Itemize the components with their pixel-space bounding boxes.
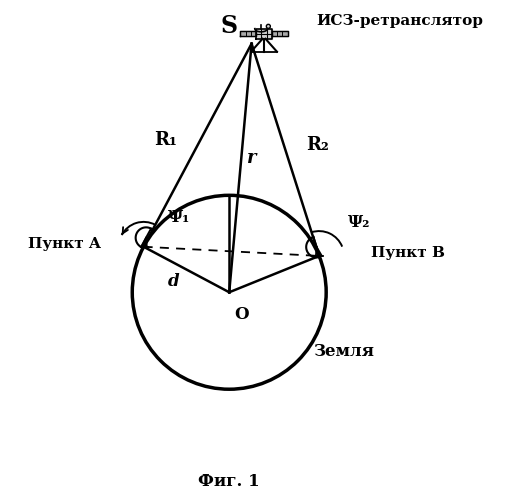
Polygon shape (256, 28, 272, 39)
Text: O: O (235, 306, 249, 323)
Text: R₂: R₂ (306, 136, 329, 154)
Text: Земля: Земля (313, 344, 374, 360)
Text: Фиг. 1: Фиг. 1 (198, 472, 260, 490)
Polygon shape (272, 31, 288, 36)
Text: Пункт B: Пункт B (371, 246, 445, 260)
Text: S: S (221, 14, 238, 38)
Text: Пункт A: Пункт A (29, 238, 101, 252)
Text: ИСЗ-ретранслятор: ИСЗ-ретранслятор (316, 14, 483, 28)
Text: R₁: R₁ (154, 131, 177, 149)
Text: r: r (247, 149, 256, 167)
Circle shape (266, 24, 270, 28)
Text: Ψ₁: Ψ₁ (168, 210, 190, 226)
Text: Ψ₂: Ψ₂ (348, 214, 370, 230)
Text: d: d (168, 274, 180, 290)
Polygon shape (240, 31, 256, 36)
